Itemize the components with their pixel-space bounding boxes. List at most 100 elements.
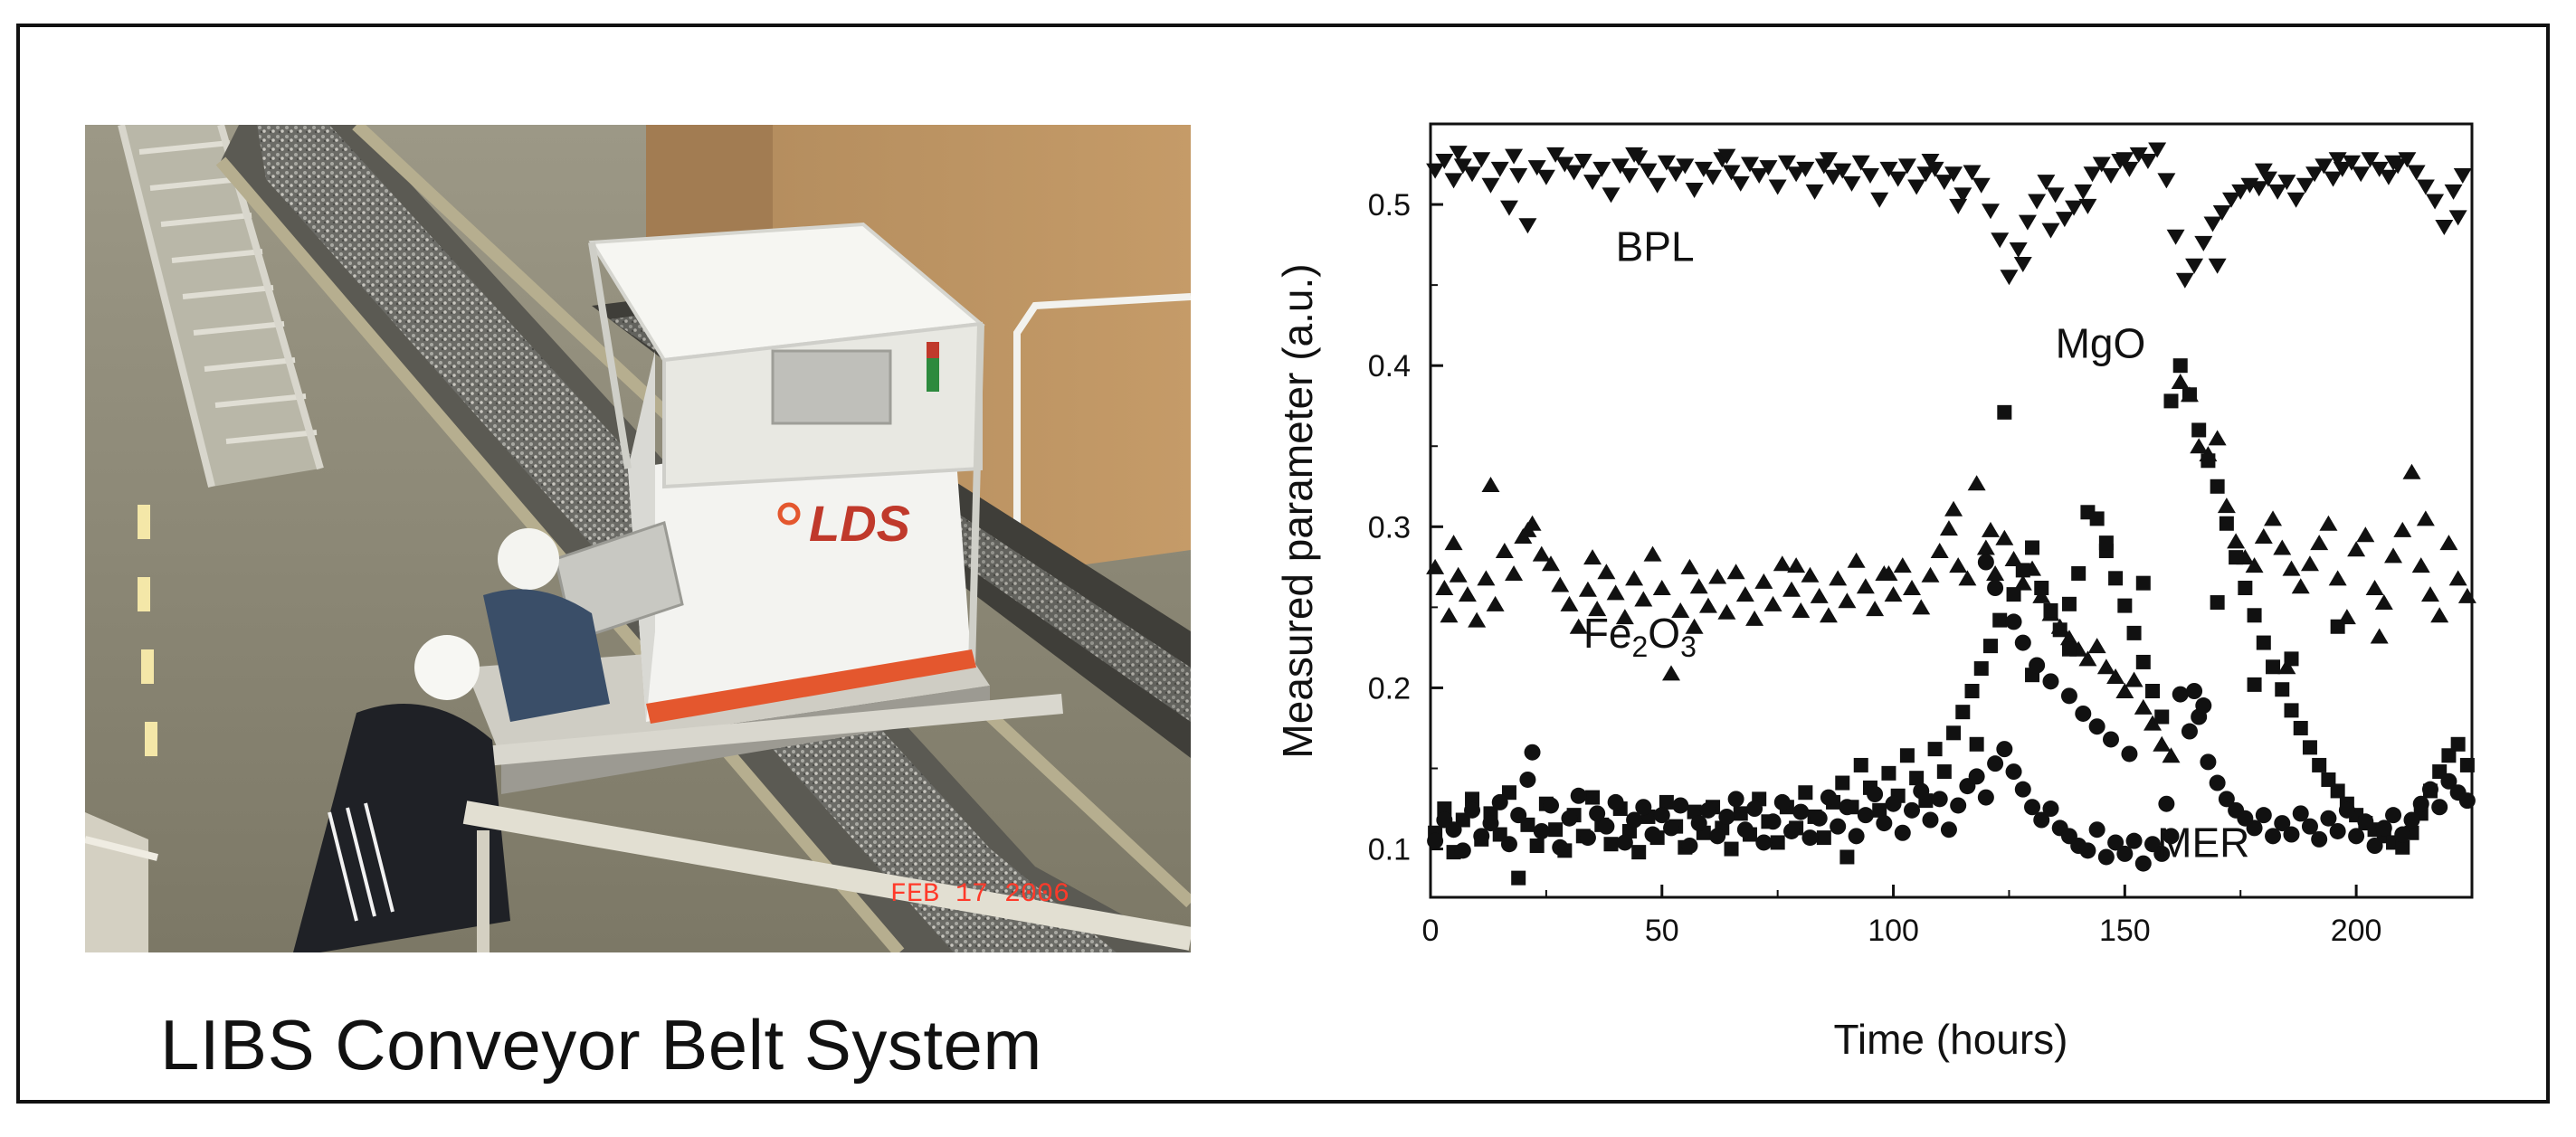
data-point <box>2138 153 2157 169</box>
x-tick-label: 150 <box>2099 914 2151 948</box>
data-point <box>2219 516 2234 531</box>
data-point <box>2361 152 2380 168</box>
data-point <box>1573 153 1592 169</box>
data-point <box>1492 827 1507 842</box>
y-axis-title: Measured parameter (a.u.) <box>1274 263 1321 758</box>
data-point <box>1977 789 1994 806</box>
data-point <box>1867 786 1884 802</box>
data-point <box>1510 807 1527 824</box>
data-point <box>1835 775 1850 791</box>
data-point <box>1491 793 1508 810</box>
data-point <box>2448 210 2467 226</box>
data-point <box>2245 557 2264 573</box>
data-point <box>2071 565 2086 581</box>
data-point <box>2126 625 2142 640</box>
data-point <box>1615 609 1634 625</box>
data-point <box>1922 811 1939 829</box>
data-point <box>2249 181 2268 197</box>
data-point <box>1445 821 1462 839</box>
data-point <box>2208 430 2227 446</box>
data-point <box>1913 782 1930 800</box>
data-point <box>1879 564 1898 581</box>
data-point <box>1648 177 1667 194</box>
data-point <box>1796 161 1815 177</box>
data-point <box>2153 845 2171 862</box>
data-point <box>2061 641 2077 657</box>
data-point <box>2458 792 2476 810</box>
data-point <box>2421 781 2438 798</box>
data-point <box>1973 661 1989 677</box>
data-point <box>2395 839 2410 855</box>
data-point <box>1481 177 1500 194</box>
data-point <box>1717 603 1736 620</box>
data-point <box>1518 218 1537 234</box>
data-point <box>1639 163 1658 179</box>
data-point <box>2328 570 2347 586</box>
data-point <box>1455 812 1470 828</box>
data-point <box>1444 173 1463 189</box>
data-point <box>1578 581 1597 597</box>
data-point <box>1763 595 1782 611</box>
data-point <box>2266 659 2281 675</box>
data-point <box>2201 453 2216 469</box>
data-point <box>2453 168 2472 184</box>
data-point <box>2212 204 2231 221</box>
data-point <box>2403 811 2420 829</box>
data-point <box>1472 152 1491 168</box>
data-point <box>1551 576 1570 592</box>
data-point <box>2431 799 2448 816</box>
data-point <box>1579 829 1596 847</box>
data-point <box>1964 684 1980 698</box>
data-point <box>1944 166 1963 183</box>
data-point <box>2227 533 2246 549</box>
y-tick-label: 0.3 <box>1368 510 1411 545</box>
data-point <box>2385 807 2402 824</box>
data-point <box>2301 818 2318 835</box>
data-point <box>2384 155 2403 171</box>
data-point <box>1853 757 1868 772</box>
series-mer-points <box>1427 554 2476 872</box>
data-point <box>2268 184 2287 200</box>
data-point <box>2124 671 2143 687</box>
data-point <box>2134 698 2153 715</box>
data-point <box>2190 438 2209 454</box>
data-point <box>2028 194 2047 210</box>
data-point <box>1704 169 1723 185</box>
data-point <box>1490 161 1509 177</box>
data-point <box>2338 801 2355 819</box>
data-point <box>1546 147 1565 163</box>
data-point <box>1981 521 2000 537</box>
data-point <box>2238 581 2253 595</box>
data-point <box>1543 797 1560 814</box>
data-point <box>1856 578 1875 594</box>
data-point <box>2060 687 2077 705</box>
data-point <box>2006 587 2021 602</box>
data-point <box>2330 619 2345 634</box>
data-point <box>2005 763 2022 781</box>
data-point <box>2426 194 2445 210</box>
data-point <box>1819 152 1838 168</box>
data-point <box>2092 156 2111 173</box>
data-point <box>2181 723 2198 740</box>
data-point <box>1709 828 1726 845</box>
data-point <box>1916 166 1935 183</box>
data-point <box>2312 757 2327 772</box>
data-point <box>1773 555 1792 572</box>
data-point <box>2254 163 2273 179</box>
data-point <box>2200 753 2217 771</box>
data-point <box>1953 187 1972 204</box>
data-point <box>2352 166 2371 183</box>
data-point <box>2398 152 2417 168</box>
data-point <box>2342 155 2361 171</box>
data-point <box>1792 602 1811 618</box>
data-point <box>1561 810 1578 827</box>
data-point <box>1453 158 1472 175</box>
data-point <box>2034 581 2049 595</box>
data-point <box>1652 580 1671 595</box>
data-point <box>1542 555 1561 572</box>
data-point <box>1643 545 1662 562</box>
data-point <box>1996 741 2013 758</box>
data-point <box>1810 587 1829 603</box>
data-point <box>1944 500 1963 516</box>
data-point <box>1449 566 1468 583</box>
